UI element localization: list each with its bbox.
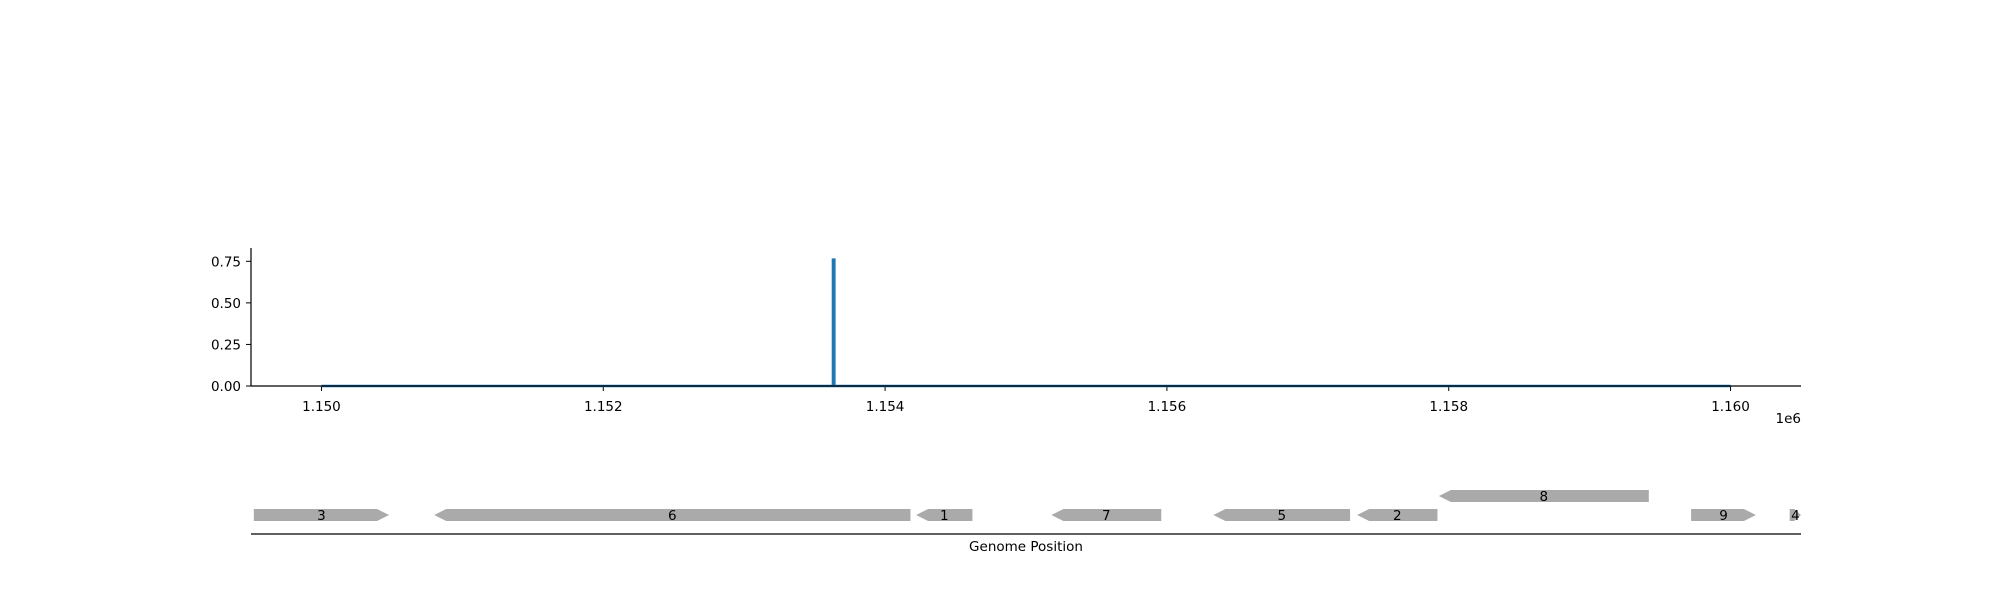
y-axis-ticks: 0.00 0.25 0.50 0.75 (211, 254, 251, 395)
x-tick-label: 1.158 (1429, 399, 1468, 415)
x-tick-label: 1.150 (302, 399, 341, 415)
gene-arrow (1051, 509, 1162, 521)
gene-features: 3 6 1 7 5 2 8 9 4 (253, 489, 1801, 524)
gene-arrow (1438, 490, 1649, 502)
gene-track: 3 6 1 7 5 2 8 9 4 Genome Position (251, 489, 1801, 555)
x-tick-label: 1.156 (1148, 399, 1187, 415)
gene-track-x-axis-label: Genome Position (969, 539, 1083, 555)
gene-arrow (1789, 509, 1801, 521)
x-tick-label: 1.160 (1711, 399, 1750, 415)
gene-label: 8 (1540, 489, 1549, 505)
gene-label: 7 (1102, 508, 1111, 524)
y-tick-label: 0.00 (211, 379, 241, 395)
x-tick-label: 1.152 (584, 399, 623, 415)
gene-label: 4 (1791, 508, 1800, 524)
gene-arrow (1213, 509, 1351, 521)
gene-arrow (1357, 509, 1438, 521)
gene-label: 3 (317, 508, 326, 524)
gene-label: 2 (1393, 508, 1402, 524)
x-axis-offset-label: 1e6 (1776, 411, 1801, 427)
y-tick-label: 0.50 (211, 296, 241, 312)
x-axis-ticks: 1.150 1.152 1.154 1.156 1.158 1.160 (302, 386, 1750, 415)
y-tick-label: 0.25 (211, 337, 241, 353)
gene-arrow (1691, 509, 1756, 521)
gene-label: 6 (668, 508, 677, 524)
gene-arrow (434, 509, 911, 521)
x-tick-label: 1.154 (866, 399, 905, 415)
y-tick-label: 0.75 (211, 254, 241, 270)
gene-label: 5 (1277, 508, 1286, 524)
gene-label: 1 (940, 508, 949, 524)
gene-arrow (916, 509, 973, 521)
gene-arrow (253, 509, 390, 521)
gene-label: 9 (1719, 508, 1728, 524)
signal-plot: 0.000.250.500.75 1.150 1.152 1.154 1.156 1.1… (211, 248, 1801, 427)
signal-line-series (321, 258, 1731, 388)
